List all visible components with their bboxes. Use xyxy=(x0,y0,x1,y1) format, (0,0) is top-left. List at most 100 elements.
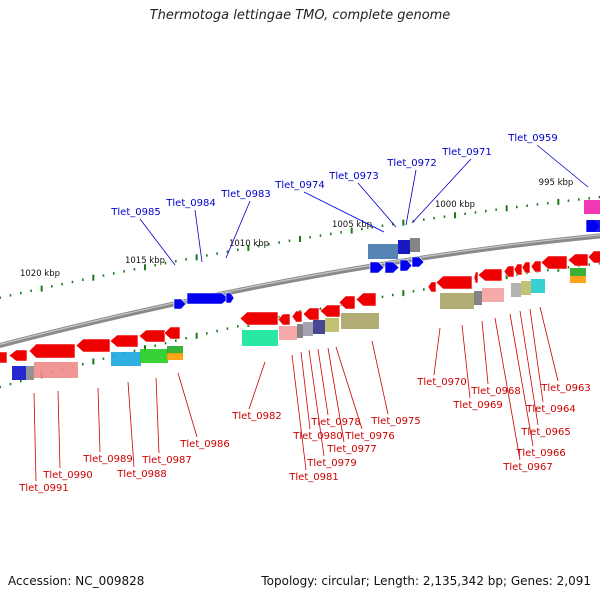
reverse-gene-arrow xyxy=(521,261,531,274)
tick-mark xyxy=(154,264,156,267)
tick-mark xyxy=(567,266,570,269)
forward-gene-label[interactable]: Tlet_0973 xyxy=(328,171,378,182)
tick-mark xyxy=(9,294,12,297)
tick-mark xyxy=(557,198,560,205)
reverse-gene-label[interactable]: Tlet_0975 xyxy=(370,416,420,427)
forward-gene-label[interactable]: Tlet_0983 xyxy=(220,189,270,200)
reverse-leader-line xyxy=(461,324,471,399)
tick-mark xyxy=(423,218,425,221)
reverse-gene-label[interactable]: Tlet_0991 xyxy=(18,483,68,494)
tick-mark xyxy=(443,215,446,218)
reverse-gene-label[interactable]: Tlet_0965 xyxy=(520,427,570,438)
reverse-gene-arrow xyxy=(75,338,111,353)
tick-mark xyxy=(9,382,12,386)
tick-mark xyxy=(82,278,84,282)
tick-mark xyxy=(185,337,187,340)
tick-mark xyxy=(536,203,539,206)
reverse-gene-label[interactable]: Tlet_0988 xyxy=(116,469,166,480)
tick-mark xyxy=(412,290,415,293)
reverse-gene-arrow xyxy=(540,255,568,270)
annotation-bar xyxy=(279,326,297,340)
reverse-gene-label[interactable]: Tlet_0964 xyxy=(525,404,575,415)
annotation-bar xyxy=(368,244,398,259)
tick-mark xyxy=(102,357,105,360)
forward-gene-label[interactable]: Tlet_0972 xyxy=(386,158,436,169)
reverse-gene-arrow xyxy=(277,313,291,326)
tick-mark xyxy=(237,248,239,251)
tick-mark xyxy=(61,282,63,286)
scale-label: 1010 kbp xyxy=(229,239,269,249)
forward-leader-line xyxy=(536,144,589,188)
tick-mark xyxy=(381,295,384,299)
reverse-gene-label[interactable]: Tlet_0977 xyxy=(326,444,376,455)
tick-mark xyxy=(92,274,95,281)
reverse-gene-label[interactable]: Tlet_0979 xyxy=(306,458,356,469)
reverse-gene-label[interactable]: Tlet_0968 xyxy=(470,386,520,397)
forward-gene-label[interactable]: Tlet_0974 xyxy=(274,180,324,191)
reverse-gene-arrow xyxy=(302,307,320,321)
reverse-gene-label[interactable]: Tlet_0966 xyxy=(515,448,565,459)
reverse-leader-line xyxy=(335,346,363,430)
tick-mark xyxy=(485,209,487,213)
tick-mark xyxy=(278,241,280,244)
tick-mark xyxy=(433,216,435,220)
reverse-gene-label[interactable]: Tlet_0963 xyxy=(540,383,590,394)
tick-mark xyxy=(226,327,229,330)
reverse-gene-label[interactable]: Tlet_0980 xyxy=(292,431,342,442)
tick-mark xyxy=(247,244,250,251)
reverse-leader-line xyxy=(519,310,539,426)
forward-gene-label[interactable]: Tlet_0971 xyxy=(441,147,491,158)
tick-mark xyxy=(40,285,43,292)
tick-mark xyxy=(402,290,405,297)
forward-gene-label[interactable]: Tlet_0984 xyxy=(165,198,215,209)
reverse-leader-line xyxy=(433,327,441,376)
reverse-gene-label[interactable]: Tlet_0969 xyxy=(452,400,502,411)
tick-mark xyxy=(51,285,53,288)
forward-gene-label[interactable]: Tlet_0985 xyxy=(110,207,160,218)
annotation-bar xyxy=(140,349,168,363)
reverse-gene-label[interactable]: Tlet_0986 xyxy=(179,439,229,450)
annotation-bar xyxy=(297,324,303,338)
reverse-gene-arrow xyxy=(0,351,8,364)
tick-mark xyxy=(371,226,373,229)
annotation-bar xyxy=(167,353,183,360)
topology-text: Topology: circular; Length: 2,135,342 bp… xyxy=(261,574,591,588)
reverse-gene-label[interactable]: Tlet_0987 xyxy=(141,455,191,466)
scale-label: 995 kbp xyxy=(539,178,574,188)
reverse-leader-line xyxy=(248,361,266,410)
annotation-bar xyxy=(111,352,141,366)
tick-mark xyxy=(82,362,84,366)
reverse-genes xyxy=(0,250,600,364)
tick-mark xyxy=(464,212,466,216)
reverse-gene-label[interactable]: Tlet_0978 xyxy=(310,417,360,428)
forward-gene-label[interactable]: Tlet_0959 xyxy=(507,133,557,144)
reverse-gene-arrow xyxy=(109,334,139,348)
tick-mark xyxy=(392,223,394,226)
annotation-bar xyxy=(587,220,600,232)
reverse-gene-label[interactable]: Tlet_0989 xyxy=(82,454,132,465)
reverse-leader-line xyxy=(97,387,101,453)
reverse-gene-label[interactable]: Tlet_0982 xyxy=(231,411,281,422)
tick-mark xyxy=(20,291,22,295)
tick-mark xyxy=(133,268,136,271)
tick-mark xyxy=(526,204,528,207)
tick-mark xyxy=(144,345,146,352)
reverse-gene-label[interactable]: Tlet_0981 xyxy=(288,472,338,483)
reverse-gene-label[interactable]: Tlet_0970 xyxy=(416,377,466,388)
tick-mark xyxy=(216,329,218,333)
reverse-gene-label[interactable]: Tlet_0990 xyxy=(42,470,92,481)
scale-label: 1015 kbp xyxy=(125,256,165,266)
tick-mark xyxy=(185,258,187,261)
reverse-leader-line xyxy=(494,317,521,461)
reverse-gene-label[interactable]: Tlet_0976 xyxy=(344,431,394,442)
tick-mark xyxy=(92,358,95,365)
annotation-bar xyxy=(26,366,34,380)
reverse-gene-arrow xyxy=(530,260,542,273)
reverse-gene-label[interactable]: Tlet_0967 xyxy=(502,462,552,473)
forward-leader-line xyxy=(357,182,397,228)
reverse-leader-line xyxy=(481,320,489,385)
tick-mark xyxy=(195,332,198,339)
forward-leader-line xyxy=(225,200,251,259)
reverse-leader-line xyxy=(155,377,160,454)
tick-mark xyxy=(20,379,22,383)
